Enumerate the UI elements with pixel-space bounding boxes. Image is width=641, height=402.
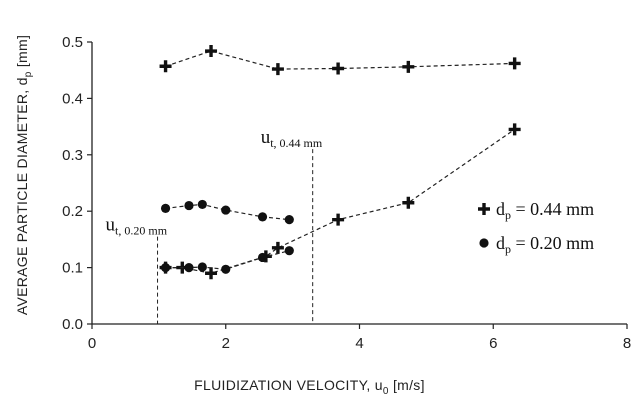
data-point-circle: [184, 200, 194, 211]
y-axis-title: AVERAGE PARTICLE DIAMETER, dp [mm]: [14, 35, 34, 315]
x-tick-label: 2: [222, 335, 230, 352]
data-point-circle: [184, 263, 194, 273]
legend-marker-plus: [478, 203, 490, 215]
x-axis-title: FLUIDIZATION VELOCITY, u0 [m/s]: [194, 377, 425, 397]
data-point-circle: [160, 263, 171, 273]
data-point-plus: [332, 62, 345, 75]
data-point-plus: [159, 60, 172, 73]
x-tick-label: 8: [623, 335, 631, 352]
data-point-circle: [197, 262, 207, 272]
data-point-circle: [221, 264, 231, 274]
data-point-circle: [257, 252, 268, 263]
data-point-plus: [508, 123, 521, 136]
series-line: [165, 50, 515, 70]
legend-marker-circle: [479, 238, 489, 248]
plot-area: [159, 45, 521, 280]
legend-label: dp = 0.20 mm: [496, 233, 594, 256]
annotations: ut, 0.20 mm ut, 0.44 mm: [106, 127, 323, 324]
legend: dp = 0.44 mm dp = 0.20 mm: [478, 199, 594, 256]
data-point-plus: [271, 241, 284, 254]
y-tick-label: 0.0: [62, 316, 83, 333]
series-020mm: [160, 199, 294, 274]
y-tick-label: 0.3: [62, 147, 83, 164]
data-point-circle: [284, 246, 294, 256]
x-tick-label: 4: [355, 335, 363, 352]
y-tick-label: 0.5: [62, 34, 83, 51]
data-point-circle: [284, 215, 294, 225]
terminal-velocity-label: ut, 0.44 mm: [261, 127, 323, 150]
legend-label: dp = 0.44 mm: [496, 199, 594, 222]
y-tick-label: 0.4: [62, 90, 83, 107]
series-line: [165, 203, 290, 221]
axis-titles: FLUIDIZATION VELOCITY, u0 [m/s] AVERAGE P…: [14, 35, 425, 397]
data-point-plus: [205, 267, 218, 280]
terminal-velocity-label: ut, 0.20 mm: [106, 215, 168, 238]
data-point-circle: [160, 203, 171, 213]
axes: 0.0 0.1 0.2 0.3 0.4 0.5 0 2 4 6 8: [62, 34, 631, 352]
data-point-plus: [402, 60, 415, 73]
data-point-circle: [197, 199, 207, 210]
data-point-plus: [402, 196, 415, 209]
data-point-plus: [205, 45, 218, 58]
data-point-plus: [332, 213, 345, 226]
data-point-plus: [271, 63, 284, 76]
y-tick-label: 0.1: [62, 260, 83, 277]
series-044mm: [159, 45, 521, 280]
series-line: [165, 128, 515, 274]
data-point-plus: [508, 57, 521, 70]
data-point-circle: [221, 205, 231, 215]
data-point-circle: [257, 212, 268, 222]
x-tick-label: 0: [88, 335, 96, 352]
x-tick-label: 6: [489, 335, 497, 352]
y-tick-label: 0.2: [62, 203, 83, 220]
